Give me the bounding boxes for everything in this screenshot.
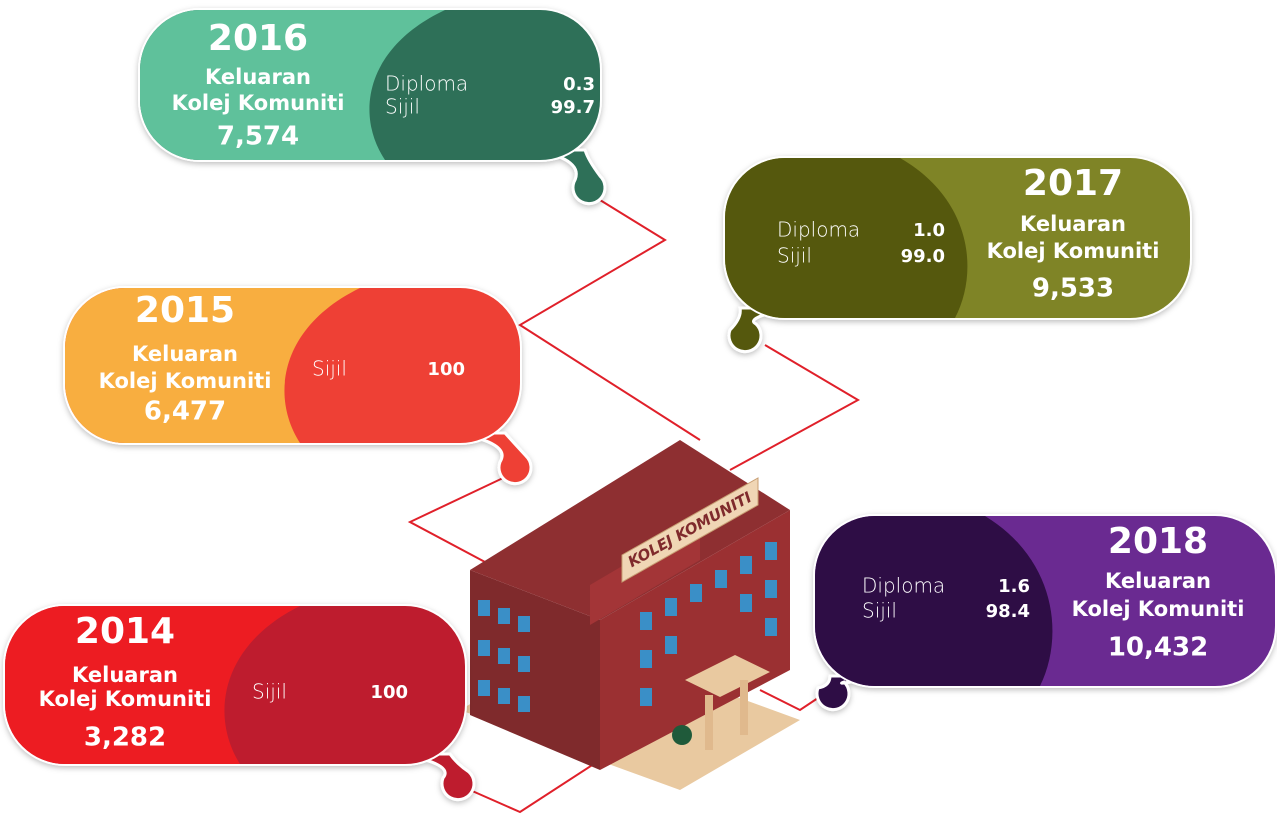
breakdown-name: Sijil (385, 95, 420, 119)
card-total: 9,533 (1032, 274, 1114, 304)
window (640, 650, 652, 668)
card-year: 2014 (75, 611, 175, 652)
breakdown-name: Sijil (252, 680, 287, 704)
breakdown-value: 98.4 (986, 601, 1030, 622)
card-total: 3,282 (84, 723, 166, 753)
card-label: Keluaran (132, 342, 238, 366)
breakdown-name: Diploma (777, 218, 860, 242)
breakdown-name: Sijil (312, 357, 347, 381)
year-card: 2015 Keluaran Kolej Komuniti 6,477 Sijil 100 (63, 286, 531, 484)
window (765, 580, 777, 598)
card-label: Keluaran (1020, 212, 1126, 236)
card-label: Kolej Komuniti (39, 687, 212, 711)
breakdown-value: 99.0 (901, 246, 945, 267)
card-label: Kolej Komuniti (987, 239, 1160, 263)
card-year: 2017 (1023, 163, 1123, 204)
building: KOLEJ KOMUNITI (460, 440, 800, 790)
window (498, 648, 510, 664)
connector (470, 760, 600, 812)
card-label: Keluaran (205, 65, 311, 89)
pillar (740, 680, 748, 735)
connector (520, 200, 700, 440)
window (740, 556, 752, 574)
window (478, 680, 490, 696)
card-year: 2016 (208, 18, 308, 59)
window (518, 696, 530, 712)
breakdown-value: 0.3 (563, 74, 595, 95)
card-label: Kolej Komuniti (1072, 597, 1245, 621)
breakdown-value: 1.0 (913, 220, 945, 241)
window (478, 640, 490, 656)
year-card: 2018 Keluaran Kolej Komuniti 10,432 Diploma 1… (813, 514, 1277, 710)
breakdown-value: 100 (427, 359, 465, 380)
pillar (705, 695, 713, 750)
card-total: 10,432 (1108, 633, 1208, 663)
card-total: 7,574 (217, 122, 299, 152)
window (765, 618, 777, 636)
window (498, 688, 510, 704)
card-total: 6,477 (144, 397, 226, 427)
window (498, 608, 510, 624)
window (665, 598, 677, 616)
breakdown-name: Sijil (777, 244, 812, 268)
breakdown-value: 1.6 (998, 576, 1030, 597)
card-label: Kolej Komuniti (172, 91, 345, 115)
window (640, 612, 652, 630)
card-year: 2015 (135, 290, 235, 331)
window (665, 636, 677, 654)
window (518, 616, 530, 632)
card-label: Keluaran (1105, 569, 1211, 593)
card-label: Keluaran (72, 663, 178, 687)
window (715, 570, 727, 588)
window (640, 688, 652, 706)
breakdown-value: 99.7 (551, 97, 595, 118)
breakdown-name: Sijil (862, 599, 897, 623)
connector (730, 345, 858, 470)
window (690, 584, 702, 602)
card-year: 2018 (1108, 521, 1208, 562)
window (765, 542, 777, 560)
card-label: Kolej Komuniti (99, 369, 272, 393)
window (478, 600, 490, 616)
window (518, 656, 530, 672)
breakdown-name: Diploma (385, 72, 468, 96)
shrub (672, 725, 692, 745)
year-card: 2017 Keluaran Kolej Komuniti 9,533 Diploma 1.… (723, 156, 1192, 352)
breakdown-name: Diploma (862, 574, 945, 598)
infographic: KOLEJ KOMUNITI 201 (0, 0, 1277, 814)
breakdown-value: 100 (370, 682, 408, 703)
window (740, 594, 752, 612)
